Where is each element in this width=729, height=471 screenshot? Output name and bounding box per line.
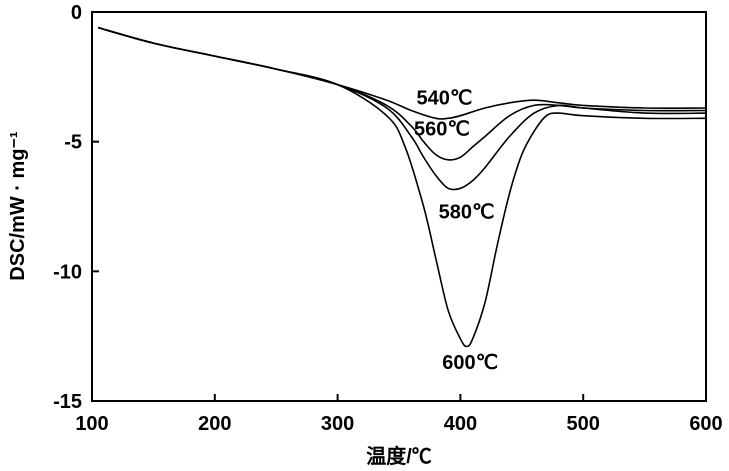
x-tick-label-100: 100	[75, 413, 108, 435]
x-tick-label-400: 400	[444, 413, 477, 435]
y-tick-label-minus10: -10	[53, 261, 82, 283]
x-tick-label-500: 500	[567, 413, 600, 435]
x-tick-label-600: 600	[689, 413, 722, 435]
plot-frame	[91, 11, 707, 402]
series-line-580c	[97, 26, 707, 191]
y-tick-label-minus5: -5	[64, 132, 82, 154]
annotation-group: 540℃ 560℃ 580℃ 600℃	[414, 88, 498, 375]
y-axis-title: DSC/mW · mg⁻¹	[7, 131, 29, 281]
y-axis: 0 -5 -10 -15	[53, 2, 99, 413]
series-line-540c	[97, 26, 707, 120]
series-group	[97, 26, 707, 348]
y-tick-label-minus15: -15	[53, 391, 82, 413]
x-tick-label-300: 300	[321, 413, 354, 435]
x-tick-label-200: 200	[198, 413, 231, 435]
annotation-560c: 560℃	[414, 119, 470, 141]
x-axis: 100 200 300 400 500 600	[75, 394, 723, 435]
x-axis-title: 温度/℃	[366, 444, 432, 468]
series-line-600c	[97, 26, 707, 348]
annotation-540c: 540℃	[417, 88, 473, 110]
annotation-600c: 600℃	[442, 352, 498, 374]
annotation-580c: 580℃	[439, 202, 495, 224]
y-tick-label-0: 0	[71, 2, 82, 24]
